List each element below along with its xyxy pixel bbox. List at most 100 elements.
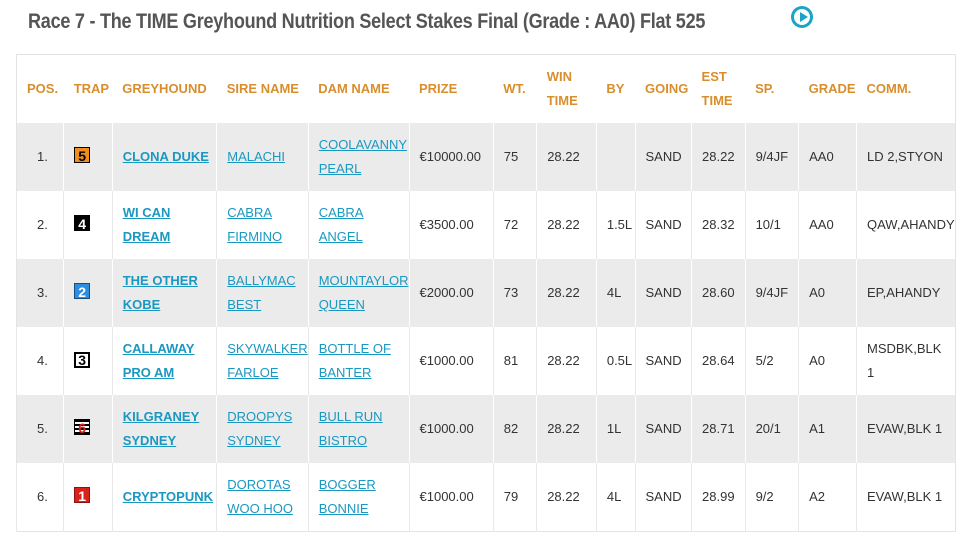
pos-cell: 5. (16, 395, 64, 463)
by-cell: 4L (595, 463, 635, 532)
race-header: Race 7 - The TIME Greyhound Nutrition Se… (0, 0, 958, 46)
greyhound-link[interactable]: CLONA DUKE (122, 149, 209, 164)
est-time-cell: 28.32 (691, 191, 746, 259)
prize-cell: €2000.00 (408, 259, 494, 327)
comm-cell: LD 2,STYON (855, 123, 956, 191)
pos-cell: 4. (15, 327, 64, 395)
by-cell: 4L (595, 259, 635, 327)
sire-cell: DOROTAS WOO HOO (216, 463, 309, 532)
table-row: 2. 4 WI CAN DREAM CABRA FIRMINO CABRA ANGEL €35… (15, 191, 956, 259)
dam-link[interactable]: COOLAVANNY PEARL (318, 137, 408, 176)
col-win-time-line2: TIME (546, 93, 578, 108)
win-time-cell: 28.22 (536, 463, 597, 532)
est-time-cell: 28.60 (691, 259, 746, 327)
play-icon[interactable] (791, 6, 813, 28)
sire-link[interactable]: CABRA FIRMINO (227, 205, 283, 244)
weight-cell: 72 (492, 191, 537, 259)
dam-cell: BULL RUN BISTRO (307, 395, 409, 463)
col-sire: SIRE NAME (226, 81, 299, 96)
trap-cell: 2 (63, 259, 113, 327)
trap-cell: 4 (63, 191, 113, 259)
col-win-time-line1: WIN (546, 69, 572, 84)
going-cell: SAND (634, 395, 692, 463)
col-pos: POS. (27, 81, 59, 96)
table-row: 6. 1 CRYPTOPUNK DOROTAS WOO HOO BOGGER BONNIE €… (15, 463, 956, 532)
greyhound-link[interactable]: CRYPTOPUNK (122, 489, 214, 504)
sire-link[interactable]: MALACHI (227, 149, 286, 164)
results-table: POS. TRAP GREYHOUND SIRE NAME DAM NAME P… (15, 54, 956, 532)
prize-cell: €1000.00 (408, 463, 494, 532)
comm-cell: EVAW,BLK 1 (855, 463, 956, 532)
sire-link[interactable]: DROOPYS SYDNEY (227, 409, 293, 448)
greyhound-cell: CLONA DUKE (111, 123, 217, 191)
sire-link[interactable]: SKYWALKER FARLOE (227, 341, 308, 380)
trap-3-icon: 3 (74, 352, 91, 368)
table-row: 1. 5 CLONA DUKE MALACHI COOLAVANNY PEARL €1000… (16, 123, 956, 191)
win-time-cell: 28.22 (536, 327, 597, 395)
sire-cell: DROOPYS SYDNEY (216, 395, 309, 463)
dam-cell: COOLAVANNY PEARL (307, 123, 409, 191)
sire-cell: BALLYMAC BEST (216, 259, 309, 327)
win-time-cell: 28.22 (536, 123, 597, 191)
by-cell: 1L (595, 395, 635, 463)
dam-link[interactable]: BOTTLE OF BANTER (318, 341, 391, 380)
by-cell (595, 123, 635, 191)
dam-link[interactable]: MOUNTAYLOR QUEEN (318, 273, 409, 312)
col-greyhound: GREYHOUND (122, 81, 207, 96)
sp-cell: 10/1 (744, 191, 799, 259)
weight-cell: 81 (492, 327, 537, 395)
trap-cell: 6 (63, 395, 113, 463)
table-row: 4. 3 CALLAWAY PRO AM SKYWALKER FARLOE BOTTLE O… (15, 327, 956, 395)
comm-cell: EVAW,BLK 1 (855, 395, 956, 463)
greyhound-cell: CRYPTOPUNK (111, 463, 217, 532)
sire-link[interactable]: DOROTAS WOO HOO (227, 477, 293, 516)
greyhound-cell: THE OTHER KOBE (111, 259, 217, 327)
col-sp: SP. (755, 81, 775, 96)
col-by: BY (606, 81, 625, 96)
sp-cell: 9/2 (744, 463, 799, 532)
greyhound-link[interactable]: THE OTHER KOBE (122, 273, 198, 312)
dam-link[interactable]: BULL RUN BISTRO (318, 409, 383, 448)
trap-1-icon: 1 (74, 487, 91, 504)
pos-cell: 1. (16, 123, 64, 191)
sire-cell: SKYWALKER FARLOE (216, 327, 309, 395)
going-cell: SAND (634, 191, 692, 259)
col-win-time: WIN TIME (537, 55, 597, 124)
grade-cell: AA0 (798, 123, 857, 191)
sp-cell: 20/1 (744, 395, 799, 463)
header-row: POS. TRAP GREYHOUND SIRE NAME DAM NAME P… (17, 55, 956, 124)
grade-cell: AA0 (798, 191, 857, 259)
col-prize: PRIZE (419, 81, 458, 96)
weight-cell: 73 (492, 259, 537, 327)
pos-cell: 2. (15, 191, 64, 259)
dam-link[interactable]: BOGGER BONNIE (318, 477, 376, 516)
trap-cell: 3 (63, 327, 113, 395)
sire-cell: CABRA FIRMINO (216, 191, 309, 259)
prize-cell: €10000.00 (408, 123, 494, 191)
greyhound-link[interactable]: KILGRANEY SYDNEY (122, 409, 200, 448)
weight-cell: 82 (492, 395, 537, 463)
greyhound-link[interactable]: WI CAN DREAM (122, 205, 171, 244)
grade-cell: A2 (798, 463, 857, 532)
dam-cell: MOUNTAYLOR QUEEN (307, 259, 409, 327)
col-est-time-line2: TIME (701, 93, 733, 108)
dam-cell: BOTTLE OF BANTER (307, 327, 409, 395)
est-time-cell: 28.64 (691, 327, 746, 395)
col-trap: TRAP (73, 81, 110, 96)
trap-5-icon: 5 (74, 147, 91, 164)
col-going: GOING (645, 81, 689, 96)
comm-cell: MSDBK,BLK 1 (855, 327, 956, 395)
col-dam: DAM NAME (318, 81, 390, 96)
trap-6-icon: 6 (74, 419, 91, 436)
going-cell: SAND (634, 259, 692, 327)
greyhound-link[interactable]: CALLAWAY PRO AM (122, 341, 195, 380)
col-wt: WT. (503, 81, 526, 96)
dam-link[interactable]: CABRA ANGEL (318, 205, 364, 244)
dam-cell: BOGGER BONNIE (307, 463, 409, 532)
col-est-time-line1: EST (701, 69, 727, 84)
sire-link[interactable]: BALLYMAC BEST (227, 273, 296, 312)
going-cell: SAND (634, 123, 692, 191)
going-cell: SAND (634, 463, 692, 532)
trap-4-icon: 4 (74, 215, 91, 232)
col-grade: GRADE (808, 81, 856, 96)
